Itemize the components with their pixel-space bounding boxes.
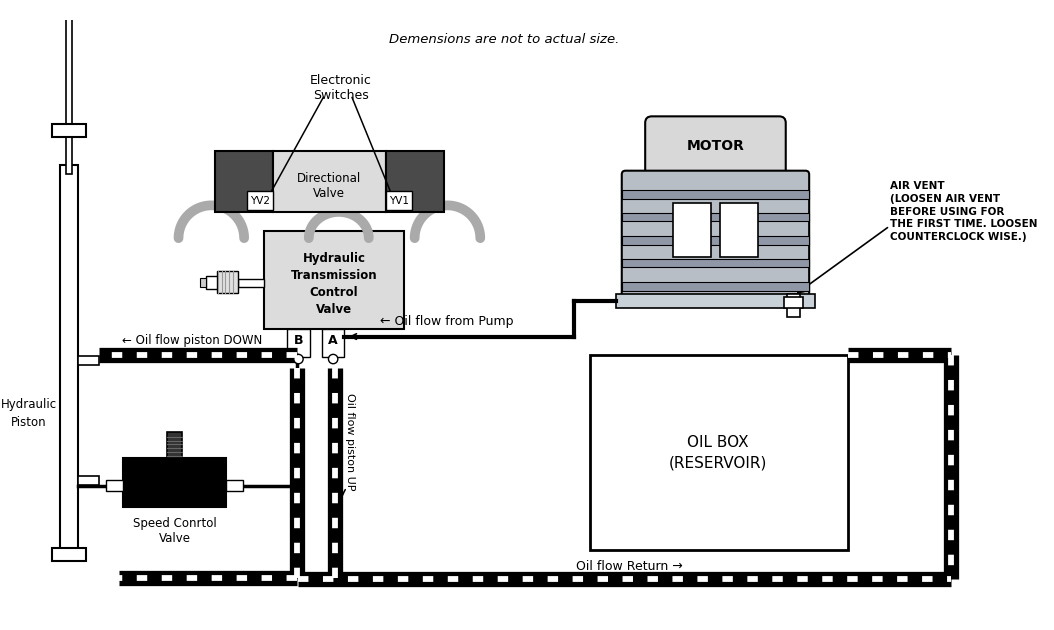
Bar <box>217 271 237 294</box>
Circle shape <box>329 354 338 364</box>
Bar <box>52 124 85 137</box>
Bar <box>78 476 99 484</box>
Text: Oil flow Return →: Oil flow Return → <box>575 559 683 573</box>
Bar <box>264 231 405 329</box>
FancyBboxPatch shape <box>645 117 785 176</box>
Text: Directional
Valve: Directional Valve <box>297 172 362 200</box>
Bar <box>622 259 809 267</box>
Text: Electronic
Switches: Electronic Switches <box>310 74 372 102</box>
Bar <box>590 355 847 550</box>
Text: OIL BOX
(RESERVOIR): OIL BOX (RESERVOIR) <box>669 435 767 471</box>
Bar <box>78 356 99 365</box>
Text: Hydraulic
Transmission
Control
Valve: Hydraulic Transmission Control Valve <box>291 252 377 316</box>
Bar <box>200 278 206 287</box>
Bar <box>288 329 310 357</box>
Bar <box>617 294 815 307</box>
Bar <box>720 203 758 257</box>
Bar <box>215 151 273 212</box>
Bar <box>59 165 78 559</box>
Bar <box>386 192 412 210</box>
Circle shape <box>294 354 304 364</box>
Bar <box>237 279 264 287</box>
Text: Oil flow piston UP: Oil flow piston UP <box>345 392 355 490</box>
Bar <box>622 213 809 221</box>
Text: YV2: YV2 <box>250 196 270 205</box>
FancyBboxPatch shape <box>622 171 809 298</box>
Text: ← Oil flow piston DOWN: ← Oil flow piston DOWN <box>121 334 261 347</box>
Bar <box>622 236 809 244</box>
Bar <box>622 190 809 199</box>
Bar <box>321 329 345 357</box>
Text: AIR VENT
(LOOSEN AIR VENT
BEFORE USING FOR
THE FIRST TIME. LOOSEN
COUNTERCLOCK W: AIR VENT (LOOSEN AIR VENT BEFORE USING F… <box>890 181 1037 242</box>
Bar <box>786 294 800 317</box>
Text: ← Oil flow from Pump: ← Oil flow from Pump <box>379 315 513 328</box>
Text: B: B <box>294 334 304 347</box>
Bar <box>123 459 227 507</box>
Bar <box>247 192 273 210</box>
Bar <box>227 480 243 491</box>
Text: Speed Conrtol
Valve: Speed Conrtol Valve <box>133 517 217 544</box>
Text: YV1: YV1 <box>389 196 409 205</box>
Bar <box>386 151 444 212</box>
Bar <box>106 480 123 491</box>
Text: A: A <box>329 334 338 347</box>
Bar <box>674 203 710 257</box>
Text: MOTOR: MOTOR <box>686 139 744 153</box>
Bar <box>273 151 386 212</box>
Text: Hydraulic
Piston: Hydraulic Piston <box>1 398 57 429</box>
Bar <box>622 282 809 290</box>
Bar <box>168 432 182 459</box>
Bar <box>784 297 802 307</box>
Bar <box>52 548 85 561</box>
Bar <box>66 0 72 175</box>
Text: Demensions are not to actual size.: Demensions are not to actual size. <box>389 33 620 46</box>
Bar <box>206 276 217 289</box>
